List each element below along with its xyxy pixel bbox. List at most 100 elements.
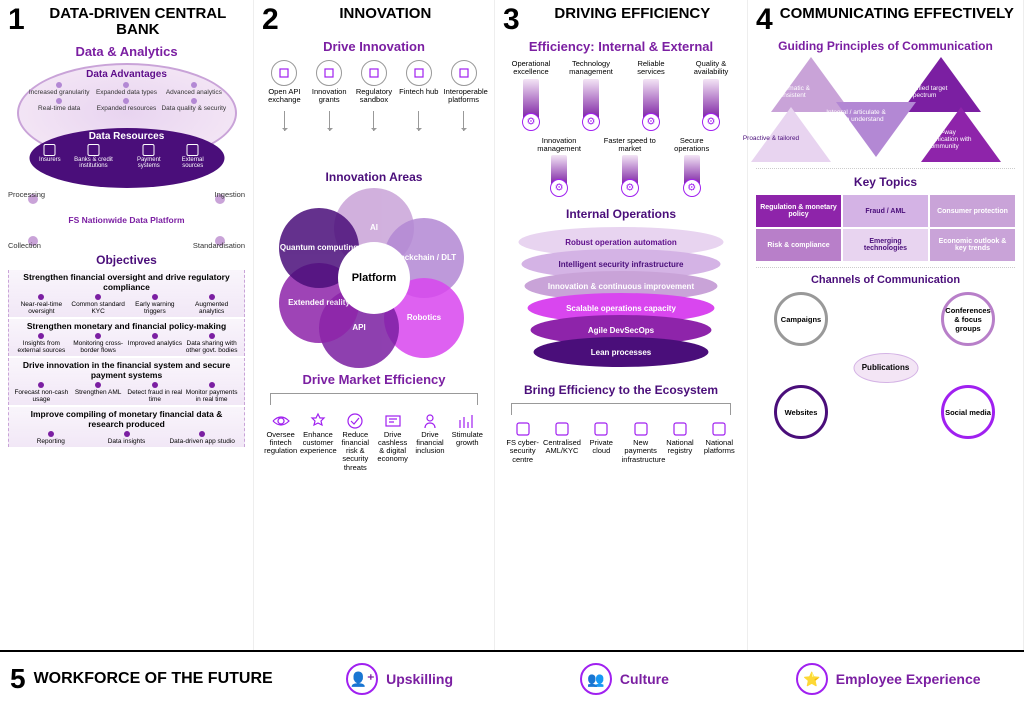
- efficiency-bar: Secure operations: [664, 137, 719, 198]
- obj-item: Data-driven app studio: [164, 431, 240, 445]
- eco-item: New payments infrastructure: [621, 419, 660, 464]
- col4-num: 4: [756, 6, 773, 33]
- eco-item: National platforms: [700, 419, 739, 464]
- col-1: 1 DATA-DRIVEN CENTRAL BANK Data & Analyt…: [0, 0, 254, 650]
- advantage-item: Advanced analytics: [161, 82, 226, 96]
- objective-block: Strengthen monetary and financial policy…: [8, 319, 245, 356]
- channel-circle: Conferences & focus groups: [941, 292, 995, 346]
- eco-item: National registry: [660, 419, 699, 464]
- advantage-item: Expanded resources: [94, 98, 159, 112]
- plat-center: FS Nationwide Data Platform: [68, 215, 184, 225]
- innovation-icon: Interoperable platforms: [444, 60, 484, 105]
- col4-title: COMMUNICATING EFFECTIVELY: [779, 6, 1015, 22]
- obj-item: Detect fraud in real time: [127, 382, 184, 403]
- topic-item: Consumer protection: [930, 195, 1015, 227]
- obj-item: Augmented analytics: [183, 294, 240, 315]
- drive-innovation-title: Drive Innovation: [262, 39, 486, 54]
- adv-title: Data Advantages: [19, 65, 235, 80]
- objective-block: Improve compiling of monetary financial …: [8, 407, 245, 447]
- innovation-icon: Regulatory sandbox: [354, 60, 394, 105]
- advantage-item: Increased granularity: [27, 82, 92, 96]
- market-item: Drive cashless & digital economy: [374, 411, 411, 472]
- data-resources-ellipse: Data Resources InsurersBanks & credit in…: [29, 128, 224, 188]
- efficiency-bar: Reliable services: [623, 60, 679, 131]
- col-4: 4 COMMUNICATING EFFECTIVELY Guiding Prin…: [748, 0, 1024, 650]
- obj-item: Monitor payments in real time: [183, 382, 240, 403]
- platform-diagram: Processing Ingestion Collection Standard…: [8, 190, 245, 250]
- objectives-title: Objectives: [8, 253, 245, 267]
- workforce-icon: 👤⁺: [346, 663, 378, 695]
- guiding-principles-title: Guiding Principles of Communication: [756, 39, 1015, 53]
- workforce-item: ⭐Employee Experience: [796, 663, 981, 695]
- channel-circle: Websites: [774, 385, 828, 439]
- innovation-icon: Innovation grants: [309, 60, 349, 105]
- col3-title: DRIVING EFFICIENCY: [526, 6, 739, 22]
- efficiency-bar: Innovation management: [523, 137, 595, 198]
- col1-num: 1: [8, 6, 25, 33]
- channels-diagram: Publications CampaignsConferences & focu…: [756, 290, 1015, 445]
- obj-item: Improved analytics: [127, 333, 184, 354]
- plat-label: Standardisation: [193, 241, 245, 250]
- plat-label: Collection: [8, 241, 41, 250]
- ops-ring: Lean processes: [534, 337, 709, 367]
- row5-title: WORKFORCE OF THE FUTURE: [34, 670, 273, 688]
- col1-section: Data & Analytics: [8, 44, 245, 59]
- efficiency-bar: Quality & availability: [683, 60, 739, 131]
- col-2: 2 INNOVATION Drive Innovation Open API e…: [254, 0, 495, 650]
- topic-item: Emerging technologies: [843, 229, 928, 261]
- market-item: Drive financial inclusion: [411, 411, 448, 472]
- obj-item: Data sharing with other govt. bodies: [183, 333, 240, 354]
- resource-item: Insurers: [39, 144, 61, 169]
- resource-item: Payment systems: [126, 144, 171, 169]
- col2-title: INNOVATION: [285, 6, 486, 22]
- topic-item: Regulation & monetary policy: [756, 195, 841, 227]
- objective-block: Drive innovation in the financial system…: [8, 358, 245, 405]
- plat-label: Processing: [8, 190, 45, 199]
- channels-title: Channels of Communication: [756, 274, 1015, 286]
- operations-stack: Robust operation automationIntelligent s…: [521, 227, 721, 377]
- row5-num: 5: [10, 663, 26, 695]
- efficiency-bar: Operational excellence: [503, 60, 559, 131]
- advantage-item: Expanded data types: [94, 82, 159, 96]
- market-item: Stimulate growth: [449, 411, 486, 472]
- topic-item: Risk & compliance: [756, 229, 841, 261]
- workforce-icon: 👥: [580, 663, 612, 695]
- topic-item: Economic outlook & key trends: [930, 229, 1015, 261]
- efficiency-title: Efficiency: Internal & External: [503, 39, 739, 54]
- advantage-item: Real-time data: [27, 98, 92, 112]
- obj-item: Monitoring cross-border flows: [70, 333, 127, 354]
- row-5: 5 WORKFORCE OF THE FUTURE 👤⁺Upskilling👥C…: [0, 650, 1024, 706]
- innovation-areas-title: Innovation Areas: [262, 170, 486, 184]
- eco-item: Centralised AML/KYC: [542, 419, 581, 464]
- internal-ops-title: Internal Operations: [503, 207, 739, 221]
- resource-item: External sources: [171, 144, 214, 169]
- market-item: Enhance customer experience: [299, 411, 336, 472]
- efficiency-bar: Faster speed to market: [595, 137, 664, 198]
- channel-circle: Social media: [941, 385, 995, 439]
- plat-label: Ingestion: [215, 190, 245, 199]
- efficiency-bar: Technology management: [563, 60, 619, 131]
- obj-item: Early warning triggers: [127, 294, 184, 315]
- innovation-icon: Fintech hub: [399, 60, 439, 105]
- workforce-item: 👤⁺Upskilling: [346, 663, 453, 695]
- obj-item: Data insights: [89, 431, 165, 445]
- topic-item: Fraud / AML: [843, 195, 928, 227]
- triangles-diagram: Systematic & consistentDiversified targe…: [756, 57, 1015, 162]
- key-topics-title: Key Topics: [756, 175, 1015, 189]
- col1-title: DATA-DRIVEN CENTRAL BANK: [31, 6, 245, 38]
- venn-center: Platform: [338, 242, 410, 314]
- col3-num: 3: [503, 6, 520, 33]
- obj-item: Near-real-time oversight: [13, 294, 70, 315]
- objective-block: Strengthen financial oversight and drive…: [8, 270, 245, 317]
- market-efficiency-title: Drive Market Efficiency: [262, 372, 486, 387]
- obj-item: Strengthen AML: [70, 382, 127, 403]
- ch-center: Publications: [853, 353, 918, 383]
- market-item: Oversee fintech regulation: [262, 411, 299, 472]
- workforce-icon: ⭐: [796, 663, 828, 695]
- resource-item: Banks & credit institutions: [61, 144, 127, 169]
- col2-num: 2: [262, 6, 279, 33]
- venn-diagram: Platform AIBlockchain / DLTRoboticsAPIEx…: [274, 188, 474, 368]
- advantage-item: Data quality & security: [161, 98, 226, 112]
- eco-item: Private cloud: [582, 419, 621, 464]
- obj-item: Forecast non-cash usage: [13, 382, 70, 403]
